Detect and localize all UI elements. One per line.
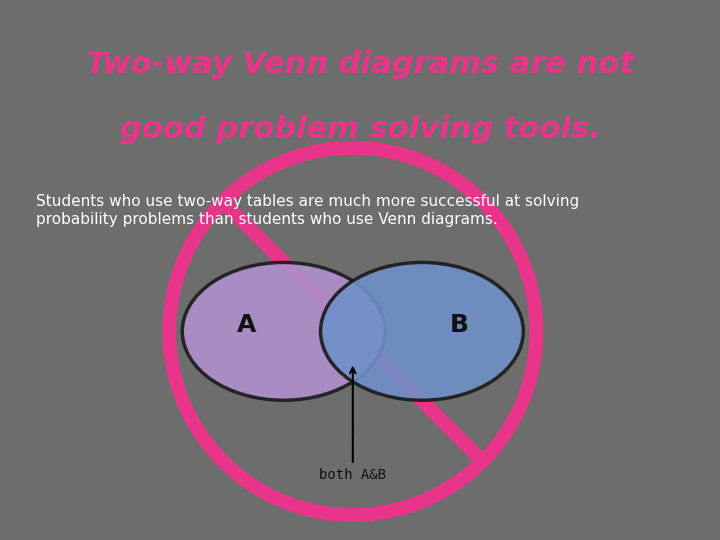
Text: Students who use two-way tables are much more successful at solving
probability : Students who use two-way tables are much…: [36, 194, 580, 227]
Text: good problem solving tools.: good problem solving tools.: [120, 115, 600, 144]
Text: B: B: [449, 313, 468, 337]
Circle shape: [320, 262, 523, 400]
Text: A: A: [237, 313, 256, 337]
Circle shape: [182, 262, 385, 400]
Text: Two-way Venn diagrams are not: Two-way Venn diagrams are not: [86, 50, 634, 79]
Text: both A&B: both A&B: [319, 368, 387, 482]
